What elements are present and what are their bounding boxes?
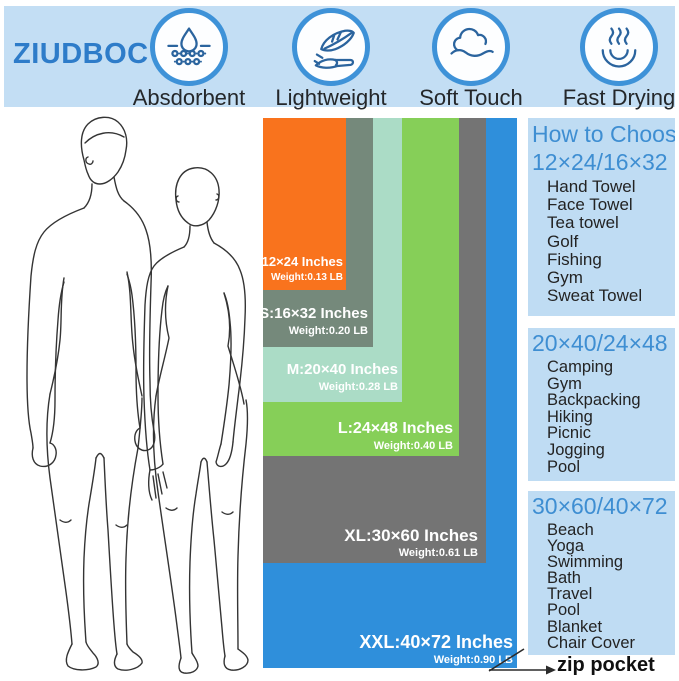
absorbent-circle-badge [150,8,228,86]
water-absorb-icon [167,27,211,66]
list-item: Gym [547,374,582,393]
feature-label-soft-touch: Soft Touch [419,85,523,110]
list-item: Tea towel [547,213,619,233]
woman-figure-illustration [142,167,249,674]
feature-soft-touch: Soft Touch [404,8,538,111]
feature-label-fast-drying: Fast Drying [562,85,676,110]
list-item: Yoga [547,537,585,556]
zip-pocket-label: zip pocket [557,654,655,676]
size-group-header-large: 30×60/40×72 [532,493,668,519]
size-group-header-medium: 20×40/24×48 [532,330,668,356]
list-item: Chair Cover [547,633,636,652]
list-item: Travel [547,585,593,604]
list-item: Sweat Towel [547,286,643,306]
lightweight-circle-badge [292,8,370,86]
soft-touch-circle-badge [432,8,510,86]
use-list-small: Hand Towel Face Towel Tea towel Golf Fis… [528,177,675,306]
list-item: Jogging [547,440,605,459]
feature-label-lightweight: Lightweight [275,85,387,110]
size-label-s: S:16×32 Inches Weight:0.20 LB [259,304,368,337]
list-item: Gym [547,268,583,288]
feature-fast-drying: Fast Drying [552,8,679,111]
feature-absorbent: Absdorbent [122,8,256,111]
list-item: Backpacking [547,391,641,410]
feature-label-absorbent: Absdorbent [132,85,246,110]
header-band: ZIUDBOC Absdorbent [4,6,675,110]
how-to-choose-panel-small: How to Choose 12×24/16×32 Hand Towel Fac… [528,118,675,316]
feature-lightweight: Lightweight [264,8,398,111]
list-item: Hand Towel [547,177,636,196]
list-item: Hiking [547,407,593,426]
man-figure-illustration [26,116,156,671]
how-to-choose-panel-large: 30×60/40×72 Beach Yoga Swimming Bath Tra… [528,491,675,655]
how-to-choose-title: How to Choose [532,121,675,147]
list-item: Pool [547,457,581,476]
cloud-icon [450,27,494,57]
use-list-medium: Camping Gym Backpacking Hiking Picnic Jo… [528,359,675,475]
list-item: Blanket [547,617,603,636]
steam-icon [601,27,637,68]
list-item: Camping [547,358,614,376]
size-label-l: L:24×48 Inches Weight:0.40 LB [337,419,453,452]
feather-hand-icon [313,29,355,69]
use-list-large: Beach Yoga Swimming Bath Travel Pool Bla… [528,522,675,651]
list-item: Face Towel [547,195,633,215]
list-item: Swimming [547,553,624,572]
list-item: Bath [547,569,581,588]
fast-drying-circle-badge [580,8,658,86]
size-group-header-small: 12×24/16×32 [532,149,668,175]
list-item: Beach [547,521,594,539]
size-label-xl: XL:30×60 Inches Weight:0.61 LB [344,525,478,559]
list-item: Pool [547,601,581,620]
arrow-right-icon [546,665,556,675]
list-item: Golf [547,231,579,251]
size-label-m: M:20×40 Inches Weight:0.28 LB [286,360,398,393]
size-label-xxl: XXL:40×72 Inches Weight:0.90 LB [359,631,513,666]
size-label-xs: XS:12×24 Inches Weight:0.13 LB [240,254,343,283]
list-item: Picnic [547,424,592,443]
size-rect-xs: XS:12×24 Inches Weight:0.13 LB [240,118,346,290]
list-item: Fishing [547,249,602,269]
brand-logo: ZIUDBOC [13,38,149,70]
how-to-choose-panel-medium: 20×40/24×48 Camping Gym Backpacking Hiki… [528,328,675,481]
